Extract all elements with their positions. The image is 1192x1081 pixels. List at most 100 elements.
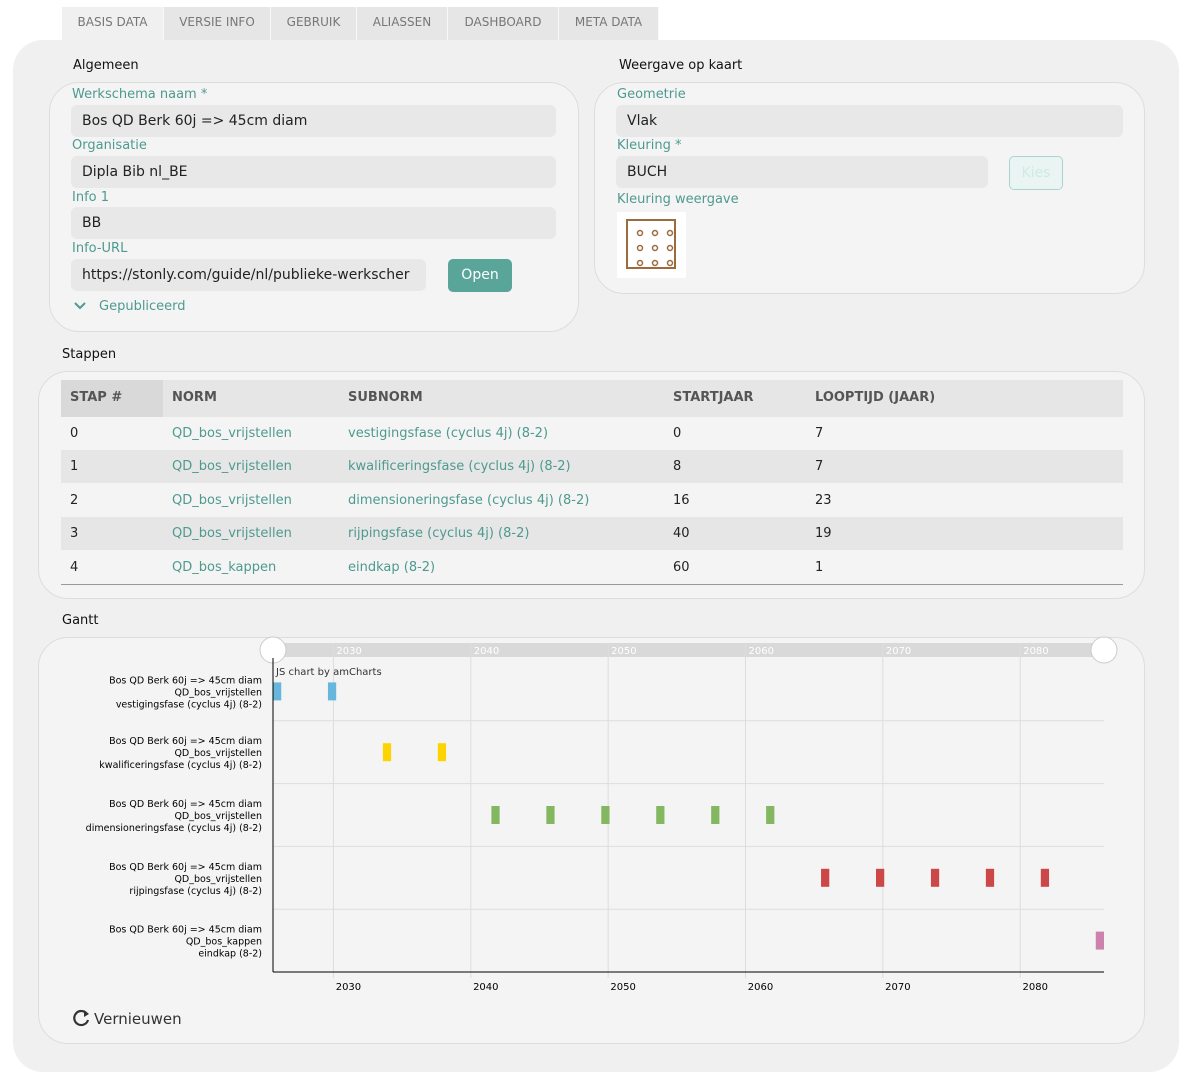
kies-button[interactable]: Kies [1009, 156, 1063, 190]
gantt-box [38, 637, 1145, 1044]
text-input[interactable]: BUCH [616, 156, 988, 188]
row-label: Bos QD Berk 60j => 45cm diam [109, 736, 262, 747]
row-label: QD_bos_vrijstellen [174, 687, 262, 698]
table-cell[interactable]: QD_bos_vrijstellen [172, 526, 292, 542]
table-cell: 40 [673, 526, 690, 542]
header-sorted [61, 380, 163, 417]
table-cell: 7 [815, 459, 824, 475]
tab[interactable]: VERSIE INFO [164, 7, 271, 40]
table-cell: 1 [70, 459, 79, 475]
row-label: rijpingsfase (cyclus 4j) (8-2) [129, 886, 262, 897]
gantt-bar[interactable] [821, 868, 830, 887]
table-cell[interactable]: QD_bos_kappen [172, 559, 277, 575]
row-label: QD_bos_vrijstellen [174, 811, 262, 822]
scroll-grip[interactable] [1090, 636, 1118, 664]
gantt-bar[interactable] [656, 806, 665, 824]
table-cell: 1 [815, 559, 824, 575]
table-row [61, 517, 1123, 551]
field-label: Kleuring * [617, 138, 682, 153]
table-cell: 0 [70, 426, 79, 441]
gantt-bar[interactable] [437, 743, 447, 762]
row-label: dimensioneringsfase (cyclus 4j) (8-2) [86, 823, 262, 834]
x-tick-label: 2030 [336, 982, 361, 993]
refresh-label[interactable]: Vernieuwen [94, 1010, 182, 1028]
gantt-bar[interactable] [1095, 931, 1104, 950]
section-title: Gantt [62, 613, 99, 628]
refresh-icon[interactable] [72, 1008, 92, 1028]
text-input: Vlak [616, 105, 1123, 137]
table-row [61, 550, 1123, 584]
tab[interactable]: META DATA [559, 7, 659, 40]
text-input[interactable]: https://stonly.com/guide/nl/publieke-wer… [71, 259, 426, 291]
scrollbar [273, 643, 1104, 657]
text-input[interactable]: Bos QD Berk 60j => 45cm diam [71, 105, 556, 137]
column-header[interactable]: STAP # [70, 390, 123, 405]
scrollbar-tick-label: 2070 [886, 646, 911, 657]
table-cell: 7 [815, 426, 824, 441]
table-cell[interactable]: QD_bos_vrijstellen [172, 492, 292, 508]
row-label: QD_bos_vrijstellen [174, 874, 262, 885]
gantt-bar[interactable] [273, 682, 282, 701]
row-label: kwalificeringsfase (cyclus 4j) (8-2) [99, 760, 262, 771]
x-tick-label: 2040 [473, 982, 498, 993]
checkbox-label[interactable]: Gepubliceerd [99, 299, 186, 314]
gantt-bar[interactable] [546, 806, 555, 824]
x-tick-label: 2060 [748, 982, 773, 993]
gantt-bar[interactable] [875, 868, 885, 887]
gantt-bar[interactable] [711, 806, 720, 824]
open-button[interactable]: Open [448, 259, 512, 292]
row-label: Bos QD Berk 60j => 45cm diam [109, 862, 262, 873]
tab[interactable]: GEBRUIK [271, 7, 357, 40]
column-header[interactable]: SUBNORM [348, 390, 423, 405]
row-label: QD_bos_kappen [186, 937, 262, 948]
table-cell[interactable]: dimensioneringsfase (cyclus 4j) (8-2) [348, 492, 590, 508]
scrollbar-tick-label: 2040 [474, 646, 499, 657]
column-header[interactable]: NORM [172, 390, 217, 405]
section-title: Weergave op kaart [619, 58, 743, 73]
gantt-bar[interactable] [985, 868, 995, 887]
table-header [61, 380, 1123, 417]
table-cell[interactable]: vestigingsfase (cyclus 4j) (8-2) [348, 426, 549, 441]
gantt-bar[interactable] [382, 743, 392, 762]
row-label: Bos QD Berk 60j => 45cm diam [109, 675, 262, 686]
field-label: Info-URL [72, 241, 128, 256]
gantt-bar[interactable] [766, 806, 775, 824]
tab[interactable]: DASHBOARD [448, 7, 559, 40]
section-title: Stappen [62, 347, 117, 362]
table-cell[interactable]: eindkap (8-2) [348, 559, 436, 575]
table-cell: 19 [815, 526, 832, 542]
table-cell: 23 [815, 492, 832, 508]
column-header[interactable]: LOOPTIJD (JAAR) [815, 390, 936, 405]
table-cell[interactable]: QD_bos_vrijstellen [172, 426, 292, 441]
x-tick-label: 2080 [1022, 982, 1047, 993]
table-cell[interactable]: rijpingsfase (cyclus 4j) (8-2) [348, 526, 530, 542]
gantt-bar[interactable] [930, 868, 940, 887]
table-cell: 2 [70, 492, 79, 508]
field-label: Werkschema naam * [72, 87, 208, 102]
gantt-bar[interactable] [491, 806, 500, 824]
field-label: Info 1 [72, 190, 110, 205]
gantt-bar[interactable] [1040, 868, 1050, 887]
field-label: Kleuring weergave [617, 192, 739, 207]
text-input[interactable]: BB [71, 207, 556, 239]
table-cell[interactable]: kwalificeringsfase (cyclus 4j) (8-2) [348, 459, 571, 475]
tab[interactable]: ALIASSEN [357, 7, 448, 40]
table-cell[interactable]: QD_bos_vrijstellen [172, 459, 292, 475]
text-input[interactable]: Dipla Bib nl_BE [71, 156, 556, 188]
row-label: vestigingsfase (cyclus 4j) (8-2) [116, 699, 262, 710]
gantt-bar[interactable] [327, 682, 337, 701]
scrollbar-tick-label: 2050 [611, 646, 636, 657]
row-label: QD_bos_vrijstellen [174, 748, 262, 759]
table-cell: 0 [673, 426, 682, 441]
field-label: Geometrie [617, 87, 686, 102]
chart-credit: JS chart by amCharts [275, 667, 382, 678]
tab[interactable]: BASIS DATA [62, 7, 164, 40]
table-row [61, 450, 1123, 484]
scrollbar-tick-label: 2060 [749, 646, 774, 657]
gantt-bar[interactable] [601, 806, 610, 824]
table-cell: 60 [673, 559, 690, 575]
table-cell: 3 [70, 526, 79, 542]
column-header[interactable]: STARTJAAR [673, 390, 754, 405]
